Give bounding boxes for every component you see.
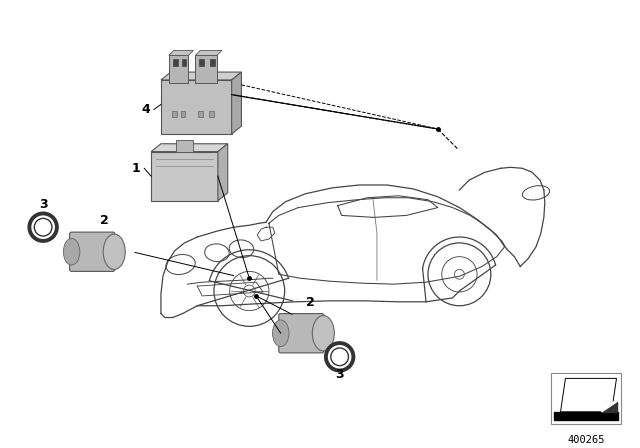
FancyBboxPatch shape bbox=[161, 80, 232, 134]
Ellipse shape bbox=[312, 315, 334, 351]
Polygon shape bbox=[232, 72, 241, 134]
FancyBboxPatch shape bbox=[70, 232, 115, 271]
Text: 3: 3 bbox=[39, 198, 47, 211]
FancyBboxPatch shape bbox=[182, 59, 186, 66]
FancyBboxPatch shape bbox=[279, 314, 324, 353]
Polygon shape bbox=[169, 51, 193, 56]
Polygon shape bbox=[602, 402, 616, 412]
FancyBboxPatch shape bbox=[173, 59, 178, 66]
Text: 2: 2 bbox=[100, 214, 108, 227]
Text: 3: 3 bbox=[335, 368, 344, 381]
Polygon shape bbox=[561, 379, 616, 412]
FancyBboxPatch shape bbox=[151, 151, 218, 201]
FancyBboxPatch shape bbox=[209, 112, 214, 117]
Polygon shape bbox=[195, 51, 222, 56]
FancyBboxPatch shape bbox=[180, 112, 186, 117]
Polygon shape bbox=[554, 412, 618, 420]
Text: 4: 4 bbox=[142, 103, 150, 116]
Polygon shape bbox=[151, 144, 228, 151]
FancyBboxPatch shape bbox=[169, 56, 188, 83]
FancyBboxPatch shape bbox=[199, 59, 204, 66]
FancyBboxPatch shape bbox=[175, 140, 193, 151]
Ellipse shape bbox=[103, 234, 125, 269]
FancyBboxPatch shape bbox=[198, 112, 203, 117]
Polygon shape bbox=[602, 402, 616, 412]
Text: 2: 2 bbox=[306, 296, 314, 309]
FancyBboxPatch shape bbox=[210, 59, 215, 66]
Bar bbox=[551, 372, 621, 423]
Ellipse shape bbox=[63, 238, 80, 265]
Polygon shape bbox=[218, 144, 228, 201]
Polygon shape bbox=[161, 72, 241, 80]
FancyBboxPatch shape bbox=[195, 56, 217, 83]
Text: 1: 1 bbox=[132, 162, 141, 175]
Ellipse shape bbox=[273, 320, 289, 346]
FancyBboxPatch shape bbox=[172, 112, 177, 117]
Text: 400265: 400265 bbox=[567, 435, 605, 445]
